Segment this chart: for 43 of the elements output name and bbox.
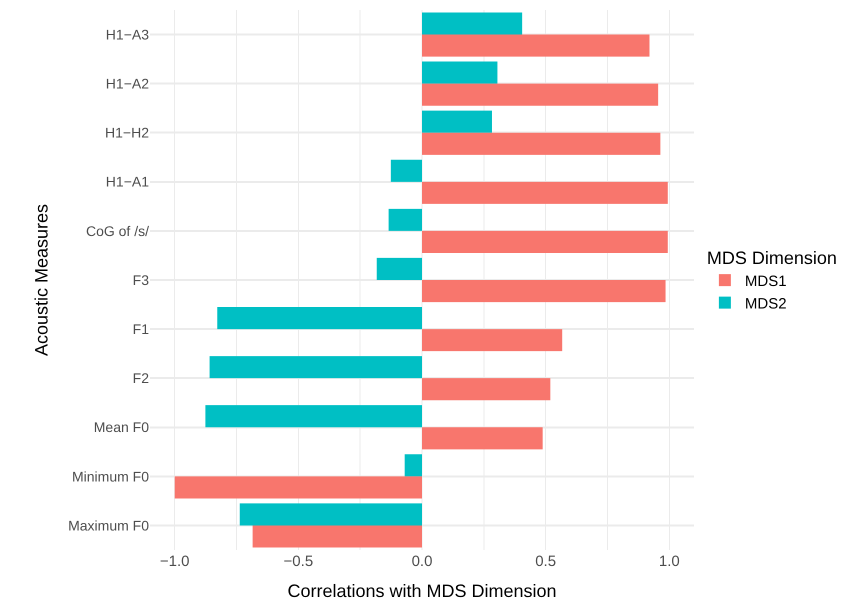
bar [205, 405, 422, 428]
bar [210, 356, 422, 378]
bar [217, 307, 422, 330]
bar [422, 110, 492, 133]
x-tick-label: 1.0 [658, 553, 680, 570]
bar [376, 258, 422, 280]
bar [390, 160, 422, 182]
bar [422, 62, 498, 84]
bar [422, 378, 550, 400]
bar [422, 329, 562, 352]
y-tick-label: CoG of /s/ [86, 222, 150, 239]
bar [240, 503, 422, 526]
legend-title: MDS Dimension [706, 248, 837, 268]
x-tick-label: −0.5 [284, 553, 314, 570]
bar [388, 208, 422, 231]
y-axis-title: Acoustic Measures [31, 204, 52, 356]
bar [404, 454, 422, 476]
bar [422, 182, 668, 204]
y-tick-label: H1−A2 [106, 76, 150, 92]
bar [422, 132, 660, 155]
y-tick-label: F1 [132, 320, 150, 337]
y-tick-label: H1−A1 [106, 174, 150, 190]
bar [422, 84, 658, 106]
x-tick-label: −1.0 [160, 553, 190, 570]
x-tick-label: 0.0 [412, 553, 432, 570]
bar [422, 427, 543, 450]
bar [174, 476, 422, 498]
y-tick-label: F2 [132, 370, 150, 386]
x-axis-title: Correlations with MDS Dimension [287, 581, 557, 602]
y-tick-label: H1−A3 [106, 26, 150, 42]
x-tick-label: 0.5 [535, 553, 556, 570]
legend-label: MDS2 [744, 296, 787, 312]
y-tick-label: Minimum F0 [72, 468, 150, 484]
bar [422, 12, 522, 35]
bar [252, 525, 422, 548]
bar [422, 230, 668, 253]
bar [422, 280, 666, 302]
bar [422, 34, 650, 57]
y-tick-label: F3 [132, 272, 150, 288]
legend-label: MDS1 [744, 273, 787, 290]
y-tick-label: Mean F0 [94, 419, 150, 436]
y-tick-label: H1−H2 [105, 124, 150, 141]
y-tick-label: Maximum F0 [68, 517, 150, 534]
